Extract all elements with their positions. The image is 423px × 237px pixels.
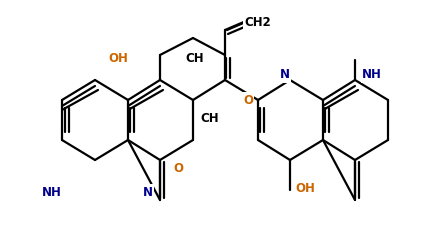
Text: O: O [243, 94, 253, 106]
Text: O: O [173, 161, 183, 174]
Text: N: N [280, 68, 290, 82]
Text: NH: NH [42, 186, 62, 199]
Text: OH: OH [295, 182, 315, 195]
Text: NH: NH [362, 68, 382, 82]
Text: N: N [143, 186, 153, 199]
Text: CH: CH [186, 51, 204, 64]
Text: CH2: CH2 [244, 15, 272, 28]
Text: OH: OH [108, 51, 128, 64]
Text: CH: CH [201, 111, 219, 124]
